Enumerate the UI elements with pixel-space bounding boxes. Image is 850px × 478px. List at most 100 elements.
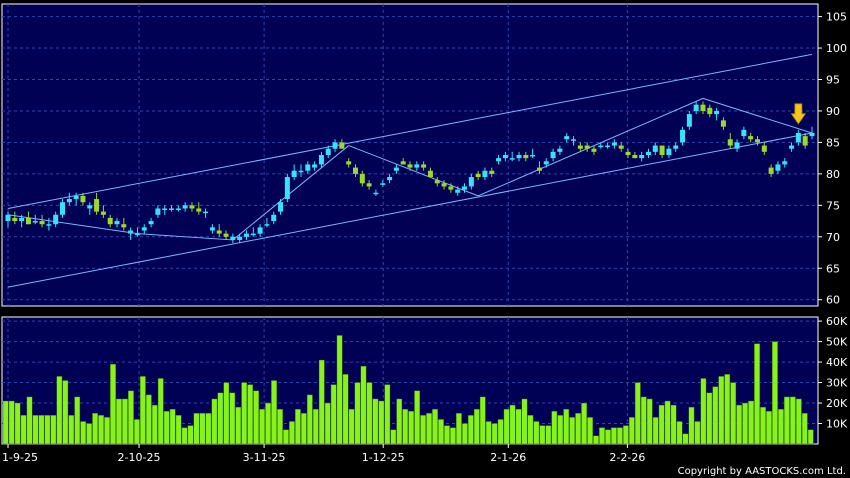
volume-bar <box>414 390 421 445</box>
candle-body <box>216 230 222 234</box>
volume-bar <box>807 429 814 445</box>
candle-body <box>605 145 611 148</box>
volume-bar <box>187 425 194 445</box>
candle-body <box>707 107 713 115</box>
candle-body <box>639 155 645 159</box>
volume-bar <box>199 413 206 445</box>
volume-bar <box>181 427 188 445</box>
candle <box>502 151 508 162</box>
volume-bar <box>730 382 737 445</box>
candle-body <box>530 155 536 157</box>
candle-body <box>496 158 502 162</box>
candle <box>680 126 686 146</box>
candle <box>128 227 134 240</box>
candle <box>768 164 774 178</box>
candle-body <box>598 145 604 148</box>
candle-body <box>19 217 25 222</box>
candle-body <box>523 155 529 159</box>
volume-bar <box>271 380 277 445</box>
price-tick-label: 60 <box>826 294 840 307</box>
candle <box>346 158 352 168</box>
candle <box>25 211 31 225</box>
volume-bar <box>312 408 319 445</box>
candle-body <box>359 173 365 184</box>
candle-body <box>230 236 236 240</box>
volume-bar <box>277 408 283 445</box>
candle-body <box>25 217 31 225</box>
volume-bar <box>390 429 397 445</box>
date-axis-ticks: 1-9-25 2-10-25 3-11-25 1-12-25 2-1-26 2-2-26 <box>2 444 645 464</box>
volume-bar <box>718 376 725 445</box>
candle-body <box>346 161 352 165</box>
candle-body <box>475 173 481 178</box>
candle <box>782 158 788 168</box>
candle-body <box>802 136 808 146</box>
candle <box>761 142 767 155</box>
candle <box>284 173 290 203</box>
candle <box>400 158 406 165</box>
candle-body <box>564 136 570 140</box>
price-tick-label: 100 <box>826 42 847 55</box>
candle-body <box>128 230 134 234</box>
volume-bar <box>92 413 99 445</box>
volume-bar <box>163 411 170 445</box>
candle <box>475 170 481 181</box>
candle <box>700 101 706 115</box>
volume-bar <box>289 421 295 445</box>
candle <box>734 139 740 152</box>
candle <box>427 167 433 178</box>
volume-bar <box>372 398 379 445</box>
candle-body <box>284 177 290 200</box>
candle <box>80 192 86 206</box>
candle <box>659 145 665 159</box>
candle <box>584 142 590 152</box>
candle-body <box>60 202 66 215</box>
candle <box>332 139 338 152</box>
candle <box>373 189 379 196</box>
candle-body <box>134 233 140 236</box>
candle <box>121 217 127 231</box>
volume-bar <box>265 402 271 445</box>
candle <box>809 126 815 140</box>
candle-body <box>12 217 18 222</box>
volume-bar <box>223 382 230 445</box>
candle-body <box>632 155 638 159</box>
candle <box>325 145 331 159</box>
candle-body <box>468 177 474 187</box>
candle-body <box>373 192 379 195</box>
volume-bar <box>50 415 57 445</box>
candle-body <box>482 170 488 178</box>
candle-body <box>680 129 686 143</box>
candle <box>318 151 324 168</box>
candle <box>434 177 440 187</box>
candle-body <box>754 139 760 143</box>
candle <box>230 233 236 244</box>
candle <box>748 132 754 143</box>
candle-body <box>673 145 679 149</box>
volume-bar <box>754 343 760 445</box>
date-tick-label: 1-12-25 <box>362 451 405 464</box>
candle-body <box>121 224 127 228</box>
candle <box>278 199 284 215</box>
volume-axis-ticks: 60K 50K 40K 30K 20K 10K <box>818 315 848 431</box>
price-tick-label: 75 <box>826 199 840 212</box>
volume-bar <box>801 413 808 445</box>
candle <box>754 136 760 146</box>
candle <box>196 202 202 215</box>
candle-body <box>427 170 433 178</box>
candle <box>5 211 11 228</box>
candle <box>741 126 747 140</box>
price-panel-background <box>1 3 819 307</box>
volume-bar <box>133 419 140 445</box>
candle-body <box>223 233 229 237</box>
candle-body <box>100 211 106 215</box>
candle-body <box>5 214 11 222</box>
candle <box>46 217 52 231</box>
candle-body <box>66 199 72 203</box>
candle-body <box>264 224 270 226</box>
candle <box>707 104 713 118</box>
candle-body <box>312 164 318 168</box>
volume-bar <box>342 374 349 445</box>
volume-bar <box>426 413 432 445</box>
